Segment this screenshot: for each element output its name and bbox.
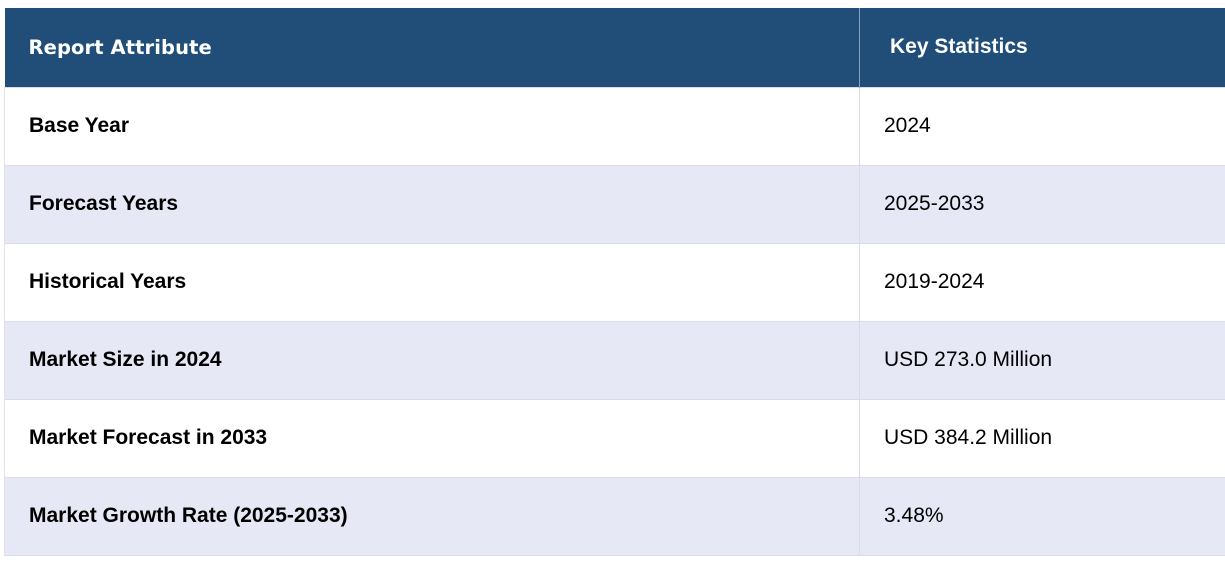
row-value: 2024 [859,86,1225,165]
row-attribute: Base Year [4,86,860,165]
row-value: 3.48% [859,476,1225,556]
row-attribute: Market Growth Rate (2025-2033) [4,476,860,556]
table-row: Market Forecast in 2033 USD 384.2 Millio… [4,398,1225,477]
table-row: Market Growth Rate (2025-2033) 3.48% [4,476,1225,556]
row-attribute: Market Size in 2024 [4,320,860,399]
row-attribute: Historical Years [4,242,860,321]
table-header-row: Report Attribute Key Statistics [4,8,1225,87]
report-table-container: Report Attribute Key Statistics Base Yea… [4,8,1225,556]
row-attribute: Market Forecast in 2033 [4,398,860,477]
row-attribute: Forecast Years [4,164,860,243]
row-value: USD 384.2 Million [859,398,1225,477]
header-report-attribute: Report Attribute [4,8,860,87]
row-value: 2025-2033 [859,164,1225,243]
row-value: 2019-2024 [859,242,1225,321]
table-row: Market Size in 2024 USD 273.0 Million [4,320,1225,399]
row-value: USD 273.0 Million [859,320,1225,399]
header-key-statistics: Key Statistics [890,35,1028,59]
table-row: Base Year 2024 [4,86,1225,165]
table-row: Forecast Years 2025-2033 [4,164,1225,243]
report-statistics-table: Report Attribute Key Statistics Base Yea… [4,8,1225,556]
table-row: Historical Years 2019-2024 [4,242,1225,321]
